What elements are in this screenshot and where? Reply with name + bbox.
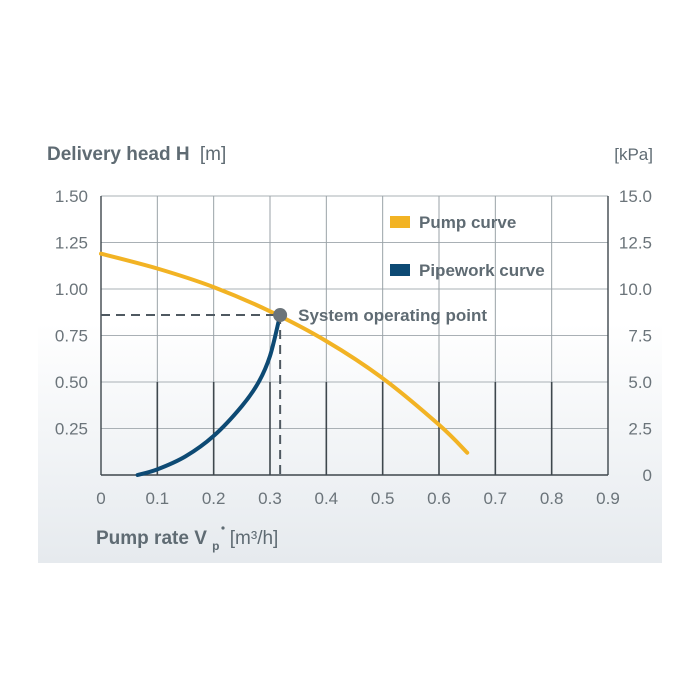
x-tick-label: 0.2 (202, 489, 226, 508)
grid-lines (100, 195, 609, 476)
y-tick-label: 0.25 (55, 420, 88, 439)
operating-point-group: System operating point (101, 306, 487, 475)
x-tick-label: 0 (96, 489, 105, 508)
y2-tick-label: 12.5 (619, 234, 652, 253)
pump-curve-line (99, 251, 470, 455)
x-tick-label: 0.1 (146, 489, 170, 508)
y-axis-ticks: 0.25 0.50 0.75 1.00 1.25 1.50 (55, 187, 88, 439)
legend-swatch (390, 264, 410, 276)
legend: Pump curve Pipework curve (390, 213, 545, 280)
y-tick-label: 1.00 (55, 280, 88, 299)
pipework-curve-line (135, 313, 283, 477)
legend-label: Pipework curve (419, 261, 545, 280)
x-axis-ticks: 0 0.1 0.2 0.3 0.4 0.5 0.6 0.7 0.8 0.9 (96, 489, 620, 508)
y2-tick-label: 2.5 (628, 420, 652, 439)
x-tick-label: 0.7 (484, 489, 508, 508)
x-title-dot-accent (221, 526, 225, 530)
x-tick-label: 0.9 (596, 489, 620, 508)
x-tick-label: 0.5 (371, 489, 395, 508)
x-tick-label: 0.3 (258, 489, 282, 508)
y-tick-label: 0.50 (55, 373, 88, 392)
y-axis-title: Delivery head H [m] (47, 144, 226, 165)
y2-axis-title: [kPa] (614, 145, 653, 164)
y2-tick-label: 15.0 (619, 187, 652, 206)
y2-tick-label: 7.5 (628, 327, 652, 346)
legend-label: Pump curve (419, 213, 516, 232)
y-tick-label: 0.75 (55, 327, 88, 346)
x-axis-title: Pump rate V p [m³/h] (96, 528, 278, 555)
series-group (99, 251, 470, 477)
x-tick-label: 0.6 (427, 489, 451, 508)
x-tick-label: 0.8 (540, 489, 564, 508)
y2-tick-label: 0 (643, 466, 652, 485)
legend-swatch (390, 216, 410, 228)
y2-axis-ticks: 0 2.5 5.0 7.5 10.0 12.5 15.0 (619, 187, 652, 485)
y-tick-label: 1.50 (55, 187, 88, 206)
y2-tick-label: 10.0 (619, 280, 652, 299)
operating-point-marker (273, 308, 288, 323)
operating-point-label: System operating point (298, 306, 487, 325)
x-tick-label: 0.4 (315, 489, 339, 508)
y2-tick-label: 5.0 (628, 373, 652, 392)
y-tick-label: 1.25 (55, 234, 88, 253)
